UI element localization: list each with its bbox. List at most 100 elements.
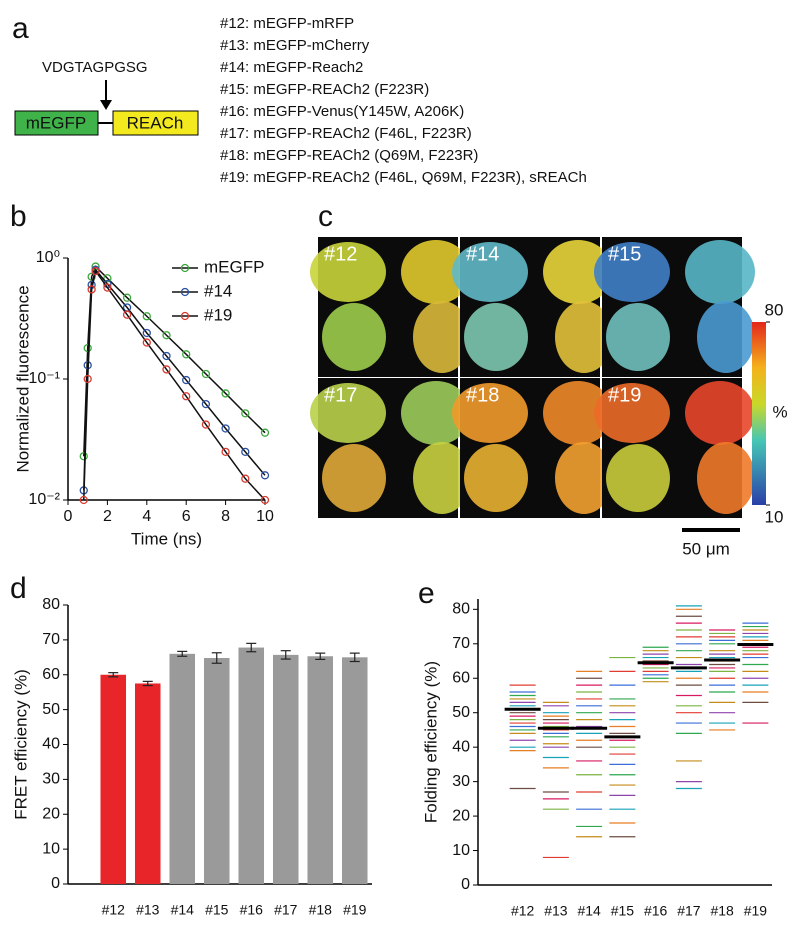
x-tick-label: 8 <box>221 508 230 525</box>
x-tick-label: 2 <box>103 508 112 525</box>
x-tick-label: #12 <box>511 903 535 919</box>
variant-entry: #13: mEGFP-mCherry <box>220 37 370 54</box>
x-tick-label: #17 <box>274 902 298 918</box>
tile-label: #19 <box>608 384 641 406</box>
cell <box>606 444 670 512</box>
data-point <box>162 351 171 361</box>
y-tick-label: 10⁻¹ <box>28 370 60 387</box>
domain-box <box>112 110 199 136</box>
cell <box>310 242 386 302</box>
y-tick-label: 60 <box>452 669 470 686</box>
cell <box>555 442 613 514</box>
y-axis-title: FRET efficiency (%) <box>11 669 30 820</box>
tile-label: #14 <box>466 243 499 265</box>
x-tick-label: #12 <box>102 902 126 918</box>
bar <box>203 658 230 884</box>
variant-entry: #16: mEGFP-Venus(Y145W, A206K) <box>220 103 464 120</box>
cell <box>452 242 528 302</box>
legend-marker <box>180 311 190 321</box>
data-point <box>162 331 171 340</box>
x-tick-label: 4 <box>142 508 151 525</box>
y-tick-label: 10 <box>452 842 470 859</box>
linker-sequence: VDGTAGPGSG <box>42 59 148 76</box>
cell <box>555 301 613 373</box>
x-tick-label: #16 <box>240 902 264 918</box>
bar <box>238 647 265 884</box>
cell <box>310 383 386 443</box>
cell <box>685 240 755 304</box>
variant-entry: #12: mEGFP-mRFP <box>220 15 354 32</box>
data-point <box>221 389 230 398</box>
x-tick-label: #16 <box>644 903 668 919</box>
variant-entry: #17: mEGFP-REACh2 (F46L, F223R) <box>220 125 472 142</box>
data-point <box>87 272 96 281</box>
x-tick-label: #18 <box>309 902 333 918</box>
data-point <box>241 447 250 456</box>
cell <box>606 303 670 371</box>
y-axis-title: Folding efficiency (%) <box>421 661 440 823</box>
cell <box>401 381 471 445</box>
image-grid: #12 #14 #15 #17 #18 #19 <box>310 237 755 518</box>
x-tick-label: 0 <box>64 508 73 525</box>
x-tick-label: #13 <box>544 903 568 919</box>
cell <box>464 303 528 371</box>
cell <box>413 301 471 373</box>
cell <box>413 442 471 514</box>
x-tick-label: #19 <box>343 902 367 918</box>
colorbar-unit: % <box>772 402 787 421</box>
arrow-head <box>100 100 112 110</box>
bar <box>134 683 161 884</box>
panel-label: e <box>418 577 435 610</box>
data-point <box>142 312 151 321</box>
bar <box>169 653 196 884</box>
cell <box>543 381 613 445</box>
variant-list: #12: mEGFP-mRFP #13: mEGFP-mCherry #14: mE… <box>220 15 587 186</box>
variant-entry: #15: mEGFP-REACh2 (F223R) <box>220 81 429 98</box>
x-tick-label: 6 <box>182 508 191 525</box>
cell <box>685 381 755 445</box>
data-point <box>201 399 211 409</box>
cell <box>452 383 528 443</box>
domain-label: REACh <box>127 113 184 132</box>
y-tick-label: 10⁰ <box>36 249 60 266</box>
cell <box>401 240 471 304</box>
data-point <box>142 328 151 338</box>
y-tick-label: 10⁻² <box>28 491 60 508</box>
data-point <box>221 447 230 456</box>
cell <box>697 301 755 373</box>
data-point <box>142 338 151 347</box>
data-point <box>182 375 191 385</box>
cell <box>464 444 528 512</box>
x-tick-label: #14 <box>577 903 601 919</box>
legend-label: #14 <box>204 281 232 300</box>
fit-line <box>83 268 266 491</box>
x-tick-label: #14 <box>171 902 195 918</box>
cell <box>594 383 670 443</box>
data-point <box>221 424 230 433</box>
y-tick-label: 80 <box>42 596 60 613</box>
y-tick-label: 0 <box>461 876 470 893</box>
y-tick-label: 80 <box>452 601 470 618</box>
data-point <box>79 495 88 505</box>
x-tick-label: #17 <box>677 903 701 919</box>
tile-label: #18 <box>466 384 499 406</box>
cell <box>697 442 755 514</box>
cell <box>322 303 386 371</box>
y-tick-label: 70 <box>42 631 60 648</box>
cell <box>594 242 670 302</box>
data-point <box>162 365 171 374</box>
colorbar-tick-label: 80 <box>765 300 784 319</box>
y-tick-label: 20 <box>452 807 470 824</box>
data-point <box>103 274 112 283</box>
colorbar-tick-label: 10 <box>765 507 784 526</box>
data-point <box>260 471 270 480</box>
tile-label: #15 <box>608 243 641 265</box>
x-tick-label: 10 <box>256 508 274 525</box>
tile-label: #17 <box>324 384 357 406</box>
data-point <box>122 310 132 319</box>
data-point <box>241 474 250 483</box>
y-tick-label: 60 <box>42 666 60 683</box>
y-tick-label: 30 <box>42 771 60 788</box>
bar <box>341 657 368 884</box>
